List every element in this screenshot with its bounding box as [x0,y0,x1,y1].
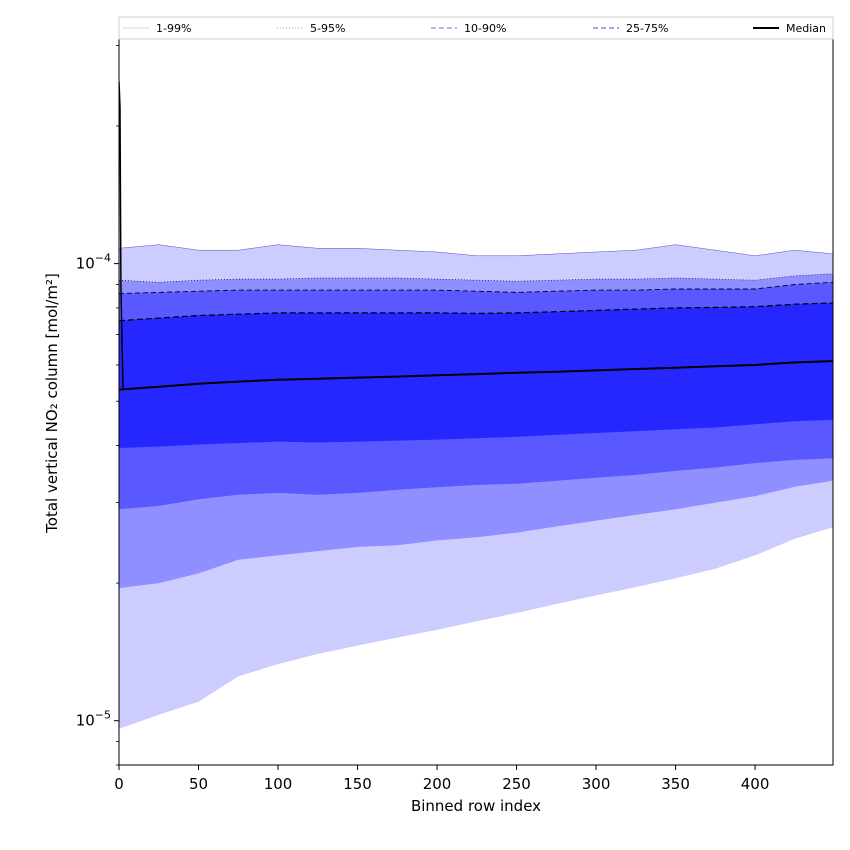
legend-box [118,16,834,40]
y-tick-base: 10 [76,255,95,273]
legend-label-10-90%: 10-90% [464,22,506,35]
legend-label-25-75%: 25-75% [626,22,668,35]
legend-label-Median: Median [786,22,826,35]
x-axis-label: Binned row index [411,797,541,815]
band-edge-5-95%-upper [119,273,833,283]
band-edge-10-90%-upper [119,281,833,294]
x-tick-label: 400 [741,775,770,793]
x-tick-label: 200 [423,775,452,793]
x-tick-label: 250 [502,775,531,793]
series-group [119,81,833,729]
band-25-75% [119,303,833,448]
x-tick-label: 300 [582,775,611,793]
x-tick-label: 50 [189,775,208,793]
x-tick-label: 150 [343,775,372,793]
x-tick-label: 0 [114,775,124,793]
legend-label-5-95%: 5-95% [310,22,345,35]
y-tick-label: 10−4 [76,252,111,273]
legend: 1-99% 5-95% 10-90% 25-75% Median [118,16,834,40]
plot-area [119,81,833,729]
x-tick-label: 350 [661,775,690,793]
y-axis-label: Total vertical NO₂ column [mol/m²] [43,273,61,534]
y-tick-base: 10 [76,712,95,730]
band-edge-1-99%-upper [119,244,833,257]
y-tick-exponent: −4 [95,252,111,265]
band-edge-25-75%-upper [119,302,833,322]
median-line [119,360,833,391]
y-tick-label: 10−5 [76,709,111,730]
legend-label-1-99%: 1-99% [156,22,191,35]
y-tick-exponent: −5 [95,709,111,722]
x-tick-label: 100 [264,775,293,793]
